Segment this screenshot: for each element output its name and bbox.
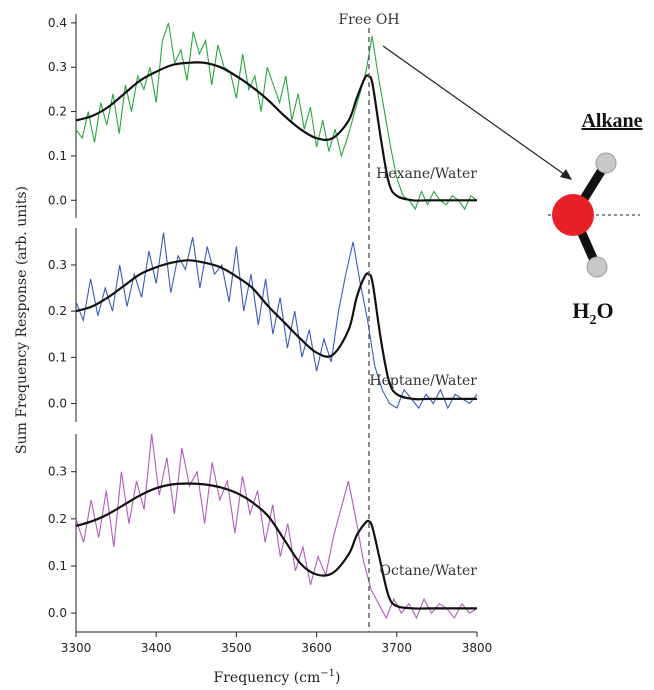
y-tick-label: 0.3 <box>48 258 67 272</box>
free-oh-label: Free OH <box>338 12 399 28</box>
fit-curve <box>75 482 477 610</box>
data-series-line <box>75 22 478 211</box>
free-oh-arrow-line <box>382 45 569 178</box>
panel-2: 0.0 0.1 0.2 0.3 Heptane/Water <box>48 228 478 422</box>
x-tick-label: 3300 <box>61 641 92 655</box>
x-tick-label: 3500 <box>221 641 252 655</box>
x-axis-title-main: Frequency (cm <box>214 670 321 686</box>
y-tick-label: 0.3 <box>48 465 67 479</box>
y-tick-label: 0.1 <box>48 350 67 364</box>
panel-label: Octane/Water <box>380 563 478 579</box>
panel-label: Hexane/Water <box>376 166 477 182</box>
x-tick-label: 3700 <box>382 641 413 655</box>
water-molecule-diagram: Alkane H2O <box>548 110 643 328</box>
water-label-h: H <box>572 298 589 323</box>
y-tick-label: 0.4 <box>48 16 67 30</box>
y-tick-label: 0.2 <box>48 105 67 119</box>
panels: 0.0 0.1 0.2 0.3 0.4 Hexane/Water 0.0 0.1 0.2 0.3 H… <box>48 14 478 633</box>
x-tick-label: 3600 <box>301 641 332 655</box>
panel-3: 0.0 0.1 0.2 0.3 Octane/Water <box>48 433 478 633</box>
x-axis-ticks: 3300 3400 3500 3600 3700 3800 <box>61 632 493 655</box>
y-tick-label: 0.0 <box>48 193 67 207</box>
data-series-line <box>75 433 478 620</box>
x-tick-label: 3800 <box>462 641 493 655</box>
panel-1: 0.0 0.1 0.2 0.3 0.4 Hexane/Water <box>48 14 478 218</box>
y-tick-label: 0.3 <box>48 60 67 74</box>
y-tick-label: 0.0 <box>48 606 67 620</box>
x-axis-title: Frequency (cm−1) <box>214 668 341 686</box>
alkane-label: Alkane <box>581 110 642 132</box>
fit-curve <box>75 61 477 202</box>
y-tick-label: 0.1 <box>48 559 67 573</box>
fit-curve <box>75 259 477 401</box>
y-tick-label: 0.2 <box>48 512 67 526</box>
panel-label: Heptane/Water <box>369 373 477 389</box>
y-tick-label: 0.1 <box>48 149 67 163</box>
x-axis-title-close: ) <box>335 670 340 686</box>
y-tick-label: 0.2 <box>48 304 67 318</box>
x-tick-label: 3400 <box>141 641 172 655</box>
hydrogen-atom-upper <box>595 152 617 174</box>
water-label-sub: 2 <box>590 313 597 328</box>
y-tick-label: 0.0 <box>48 397 67 411</box>
hydrogen-atom-lower <box>586 256 608 278</box>
x-axis-title-sup: −1 <box>320 668 335 679</box>
arrow-head <box>560 169 572 180</box>
water-label: H2O <box>572 298 613 328</box>
oxygen-atom <box>552 194 594 236</box>
y-axis-title: Sum Frequency Response (arb. units) <box>14 186 30 454</box>
water-label-o: O <box>597 298 614 323</box>
